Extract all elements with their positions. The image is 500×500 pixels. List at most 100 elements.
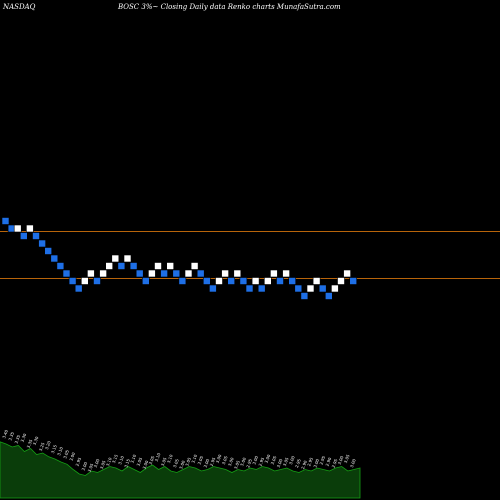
volume-label-51: 3.00 <box>312 458 320 469</box>
volume-label-43: 3.00 <box>264 453 272 464</box>
volume-label-8: 3.15 <box>50 444 58 455</box>
renko-brick-43 <box>263 277 272 285</box>
renko-brick-25 <box>154 262 162 270</box>
volume-label-18: 3.15 <box>111 453 119 464</box>
volume-label-0: 3.40 <box>1 429 9 440</box>
renko-brick-40 <box>245 284 254 293</box>
volume-label-52: 2.95 <box>318 455 326 466</box>
renko-brick-28 <box>172 269 181 278</box>
chart-title: BOSC 3%~ Closing Daily data Renko charts… <box>118 3 341 11</box>
renko-brick-5 <box>32 232 40 240</box>
volume-label-17: 3.10 <box>105 456 113 467</box>
renko-brick-0 <box>1 217 10 225</box>
volume-label-16: 3.05 <box>99 459 107 470</box>
renko-brick-2 <box>13 224 22 233</box>
volume-label-46: 3.05 <box>282 456 290 467</box>
renko-brick-3 <box>19 232 28 240</box>
volume-label-25: 3.10 <box>154 452 162 463</box>
renko-brick-31 <box>190 262 199 270</box>
volume-label-29: 3.00 <box>178 459 186 470</box>
renko-brick-24 <box>148 269 156 278</box>
renko-brick-57 <box>349 277 358 285</box>
volume-label-14: 3.05 <box>87 462 95 473</box>
renko-brick-30 <box>184 269 193 278</box>
volume-label-2: 3.35 <box>13 434 21 445</box>
renko-brick-27 <box>166 262 174 270</box>
renko-brick-42 <box>257 284 266 293</box>
renko-brick-33 <box>203 277 211 285</box>
renko-brick-21 <box>129 262 138 270</box>
renko-brick-55 <box>337 277 345 285</box>
volume-label-4: 3.35 <box>26 438 34 449</box>
volume-label-28: 3.05 <box>172 458 180 469</box>
renko-brick-17 <box>105 262 113 270</box>
volume-label-5: 3.30 <box>32 435 40 446</box>
renko-brick-23 <box>142 277 150 285</box>
volume-label-41: 3.00 <box>251 455 259 466</box>
renko-brick-32 <box>196 269 205 278</box>
renko-brick-39 <box>239 277 248 285</box>
renko-brick-45 <box>276 277 284 285</box>
volume-label-34: 2.95 <box>209 456 217 467</box>
volume-label-53: 2.90 <box>325 456 333 467</box>
renko-brick-34 <box>209 284 217 293</box>
volume-label-26: 3.05 <box>160 456 168 467</box>
renko-brick-26 <box>160 269 168 278</box>
volume-label-48: 2.95 <box>294 458 302 469</box>
volume-label-56: 3.05 <box>343 453 351 464</box>
volume-label-6: 3.25 <box>38 441 46 452</box>
renko-brick-52 <box>318 284 327 293</box>
volume-label-12: 2.95 <box>74 456 82 467</box>
volume-label-15: 3.00 <box>93 458 101 469</box>
volume-label-35: 3.00 <box>215 453 223 464</box>
volume-label-11: 3.00 <box>68 451 76 462</box>
renko-brick-38 <box>233 269 242 278</box>
renko-brick-51 <box>312 277 321 285</box>
volume-label-21: 3.10 <box>129 453 137 464</box>
volume-label-37: 3.00 <box>227 456 235 467</box>
renko-brick-9 <box>56 262 65 270</box>
renko-brick-29 <box>178 277 187 285</box>
renko-brick-15 <box>93 277 101 285</box>
renko-brick-49 <box>300 292 309 300</box>
volume-label-42: 2.95 <box>257 456 265 467</box>
renko-brick-14 <box>87 269 95 278</box>
exchange-label: NASDAQ <box>3 3 36 11</box>
volume-area <box>0 441 361 499</box>
volume-label-47: 3.00 <box>288 455 296 466</box>
volume-label-27: 3.10 <box>166 453 174 464</box>
renko-brick-41 <box>251 277 260 285</box>
renko-brick-19 <box>117 262 126 270</box>
volume-label-10: 3.05 <box>62 449 70 460</box>
renko-brick-16 <box>99 269 107 278</box>
renko-brick-20 <box>123 254 132 263</box>
volume-label-45: 3.00 <box>276 458 284 469</box>
volume-label-30: 3.05 <box>184 456 192 467</box>
renko-brick-10 <box>62 269 71 278</box>
volume-label-3: 3.30 <box>20 432 28 443</box>
volume-label-50: 2.95 <box>306 456 314 467</box>
volume-label-9: 3.10 <box>56 446 64 457</box>
volume-label-13: 3.00 <box>81 461 89 472</box>
volume-label-23: 3.00 <box>142 459 150 470</box>
renko-brick-47 <box>288 277 297 285</box>
volume-label-44: 3.05 <box>270 455 278 466</box>
renko-brick-7 <box>44 247 53 255</box>
volume-label-22: 3.05 <box>135 456 143 467</box>
renko-brick-36 <box>221 269 229 278</box>
renko-brick-44 <box>270 269 278 278</box>
renko-brick-4 <box>26 224 34 233</box>
renko-brick-46 <box>282 269 290 278</box>
renko-brick-35 <box>215 277 223 285</box>
volume-label-57: 3.00 <box>349 458 357 469</box>
volume-label-36: 3.05 <box>221 455 229 466</box>
renko-brick-53 <box>324 292 333 300</box>
volume-label-39: 3.00 <box>239 456 247 467</box>
volume-label-19: 3.10 <box>117 455 125 466</box>
renko-brick-54 <box>331 284 339 293</box>
renko-brick-48 <box>294 284 303 293</box>
volume-label-1: 3.35 <box>7 431 15 442</box>
renko-brick-8 <box>50 254 59 263</box>
renko-brick-22 <box>135 269 144 278</box>
